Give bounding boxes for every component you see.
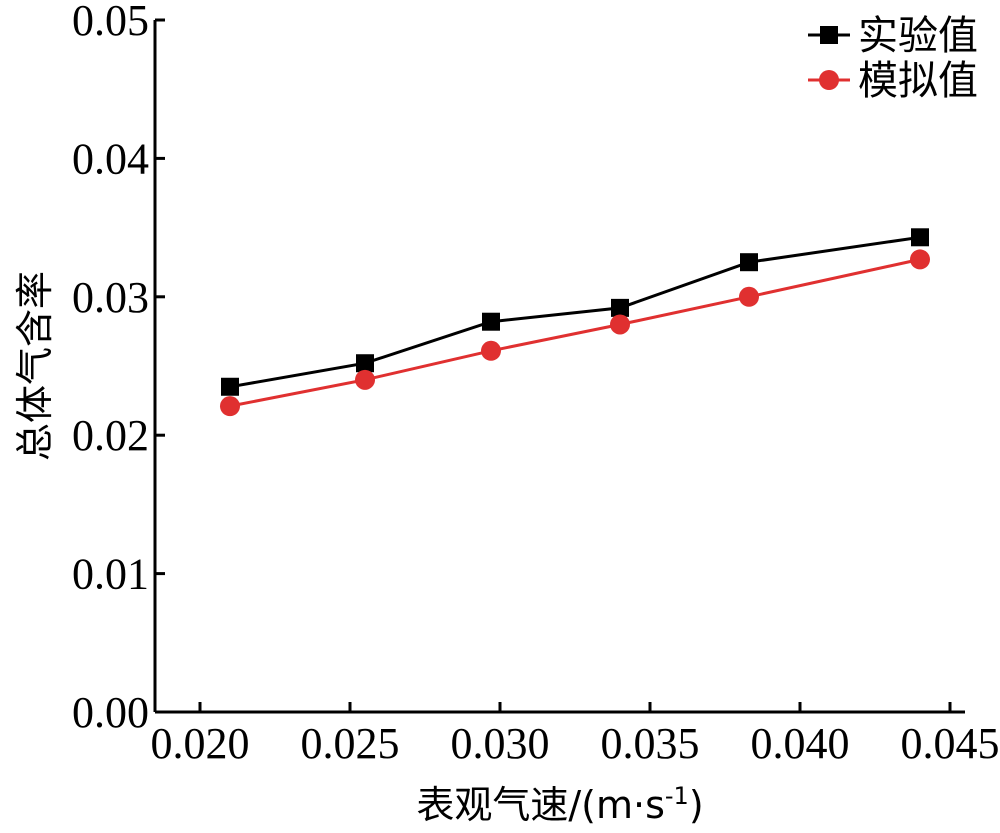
x-axis-title-end: ) — [689, 783, 704, 827]
data-point — [911, 228, 929, 247]
y-tick-label: 0.03 — [72, 273, 149, 322]
legend-label-experimental: 实验值 — [858, 13, 978, 59]
legend-marker-simulated — [819, 70, 839, 90]
y-tick-label: 0.00 — [72, 688, 149, 737]
legend-label-simulated: 模拟值 — [858, 58, 978, 104]
data-point — [481, 340, 501, 361]
data-point — [355, 369, 375, 390]
x-axis-title: 表观气速/(m·s-1) — [416, 782, 703, 827]
data-point — [220, 396, 240, 417]
y-tick-label: 0.02 — [72, 411, 149, 460]
series-1 — [220, 249, 930, 417]
data-point — [610, 314, 630, 335]
legend-item-experimental: 实验值 — [808, 13, 978, 59]
series-layer — [220, 228, 930, 417]
x-tick-label: 0.020 — [151, 719, 250, 768]
series-0 — [221, 228, 929, 396]
x-tick-label: 0.045 — [901, 719, 1000, 768]
legend: 实验值 模拟值 — [808, 13, 978, 104]
y-tick-label: 0.04 — [72, 134, 149, 183]
data-point — [910, 249, 930, 270]
data-point — [482, 312, 500, 331]
x-ticks: 0.020 0.025 0.030 0.035 0.040 0.045 — [151, 702, 1000, 768]
y-tick-label: 0.05 — [72, 0, 149, 45]
x-tick-label: 0.025 — [301, 719, 400, 768]
series-line — [229, 257, 921, 408]
x-axis-title-main: 表观气速/(m·s — [416, 783, 665, 827]
data-point — [740, 253, 758, 272]
data-point — [739, 286, 759, 307]
x-axis-title-sup: -1 — [665, 782, 689, 810]
y-ticks: 0.00 0.01 0.02 0.03 0.04 0.05 — [72, 0, 165, 737]
legend-item-simulated: 模拟值 — [808, 58, 978, 104]
data-point — [356, 354, 374, 373]
series-line — [229, 235, 921, 389]
axes — [153, 20, 965, 714]
x-tick-label: 0.035 — [601, 719, 700, 768]
x-tick-label: 0.040 — [751, 719, 850, 768]
legend-marker-experimental — [820, 26, 838, 44]
x-tick-label: 0.030 — [451, 719, 550, 768]
y-axis-title: 总体气含率 — [13, 271, 57, 461]
data-point — [221, 377, 239, 396]
y-tick-label: 0.01 — [72, 550, 149, 599]
data-point — [611, 298, 629, 317]
